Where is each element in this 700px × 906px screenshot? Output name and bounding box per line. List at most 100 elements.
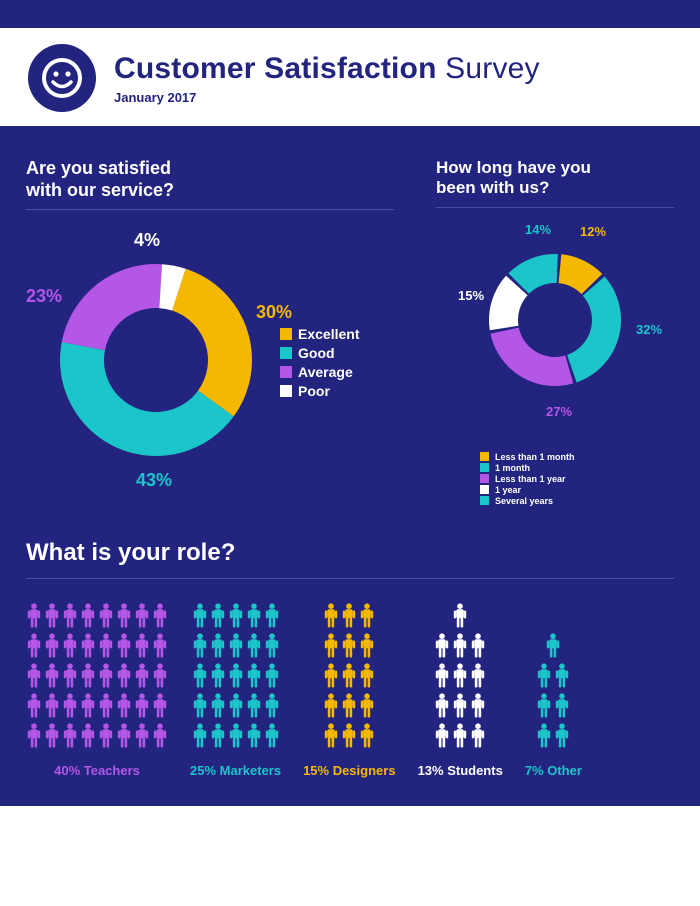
page-subtitle: January 2017 [114,90,540,105]
person-icon [80,633,96,659]
role-row [434,723,486,749]
person-icon [134,633,150,659]
person-icon [341,603,357,629]
role-column: 25% Marketers [190,603,281,778]
pct-14: 14% [525,222,551,237]
roles-panel: What is your role? [0,517,700,806]
role-label: 13% Students [418,763,503,778]
person-icon [341,633,357,659]
person-icon [44,723,60,749]
person-icon [62,663,78,689]
legend-label: 1 month [495,463,530,473]
person-icon [323,663,339,689]
legend-row: Good [280,345,359,361]
person-icon [134,603,150,629]
pct-excellent: 30% [256,302,292,323]
person-icon [80,723,96,749]
role-grid [536,633,570,749]
satisfaction-donut [46,250,266,470]
person-icon [152,633,168,659]
tenure-donut [475,240,635,400]
smiley-icon [28,44,96,112]
donut-slice [567,276,621,382]
pct-12: 12% [580,224,606,239]
legend-label: Good [298,345,335,361]
role-row [323,723,375,749]
divider [26,578,674,579]
legend-row: Average [280,364,359,380]
pct-15: 15% [458,288,484,303]
satisfaction-panel: Are you satisfiedwith our service? 4% 23… [12,144,408,517]
person-icon [536,663,552,689]
person-icon [359,663,375,689]
person-icon [152,603,168,629]
person-icon [44,633,60,659]
title-light: Survey [445,52,540,85]
person-icon [452,663,468,689]
page-title: Customer Satisfaction Survey [114,52,540,86]
person-icon [210,723,226,749]
person-icon [264,603,280,629]
person-icon [264,693,280,719]
roles-columns: 40% Teachers [26,603,674,778]
person-icon [341,723,357,749]
person-icon [192,603,208,629]
top-strip [0,0,700,28]
person-icon [359,603,375,629]
tenure-panel: How long have youbeen with us? 14% 12% 3… [422,144,688,517]
donut-slice [172,269,252,417]
person-icon [228,633,244,659]
person-icon [98,693,114,719]
person-icon [192,633,208,659]
legend-swatch [480,496,489,505]
person-icon [246,633,262,659]
role-row [26,693,168,719]
role-row [192,633,280,659]
person-icon [116,693,132,719]
person-icon [264,723,280,749]
satisfaction-legend: ExcellentGoodAveragePoor [280,326,359,402]
person-icon [246,723,262,749]
person-icon [44,663,60,689]
person-icon [152,693,168,719]
person-icon [80,693,96,719]
person-icon [26,633,42,659]
legend-swatch [280,366,292,378]
satisfaction-question: Are you satisfiedwith our service? [26,158,394,201]
divider [26,209,394,210]
legend-swatch [280,347,292,359]
person-icon [44,603,60,629]
legend-row: Poor [280,383,359,399]
person-icon [210,633,226,659]
title-block: Customer Satisfaction Survey January 201… [114,52,540,105]
role-column: 7% Other [525,633,582,778]
title-bold: Customer Satisfaction [114,52,437,85]
person-icon [228,603,244,629]
role-row [323,603,375,629]
legend-row: 1 month [480,463,674,473]
role-label: 25% Marketers [190,763,281,778]
pct-poor: 4% [134,230,160,251]
person-icon [116,603,132,629]
person-icon [98,603,114,629]
person-icon [26,603,42,629]
role-row [26,633,168,659]
role-row [434,633,486,659]
person-icon [62,723,78,749]
role-column: 15% Designers [303,603,396,778]
person-icon [98,633,114,659]
person-icon [152,723,168,749]
role-row [323,663,375,689]
person-icon [98,663,114,689]
person-icon [434,693,450,719]
person-icon [228,663,244,689]
person-icon [470,723,486,749]
role-row [192,693,280,719]
pct-32: 32% [636,322,662,337]
legend-label: Less than 1 year [495,474,566,484]
legend-row: Several years [480,496,674,506]
person-icon [152,663,168,689]
legend-label: 1 year [495,485,521,495]
person-icon [26,693,42,719]
tenure-legend: Less than 1 month1 monthLess than 1 year… [480,452,674,506]
